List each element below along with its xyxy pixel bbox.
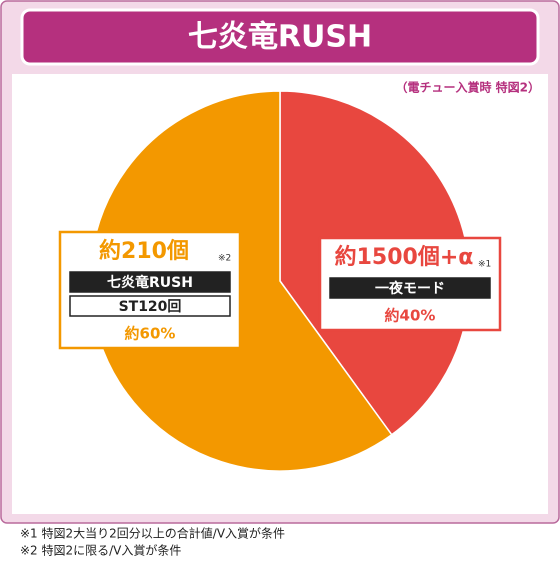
footnote: ※1 特図2大当り2回分以上の合計値/V入賞が条件 (20, 526, 285, 541)
mode-box (329, 277, 491, 299)
mode: ST120回 (119, 299, 182, 315)
mode-box (69, 295, 231, 317)
amount: 約210個 (99, 238, 189, 264)
note: ※2 (218, 254, 231, 264)
title-bar (20, 8, 540, 66)
chart-title: 七炎竜RUSH (188, 20, 372, 55)
value-label: 約60% (125, 325, 176, 343)
footnote: ※2 特図2に限る/V入賞が条件 (20, 543, 181, 558)
value-label: 約40% (385, 307, 436, 325)
mode: 七炎竜RUSH (107, 274, 193, 291)
amount: 約1500個+α (335, 244, 474, 270)
mode: 一夜モード (375, 280, 445, 297)
note: ※1 (478, 260, 491, 270)
subtitle: （電チュー入賞時 特図2） (395, 80, 540, 95)
mode-box (69, 271, 231, 293)
